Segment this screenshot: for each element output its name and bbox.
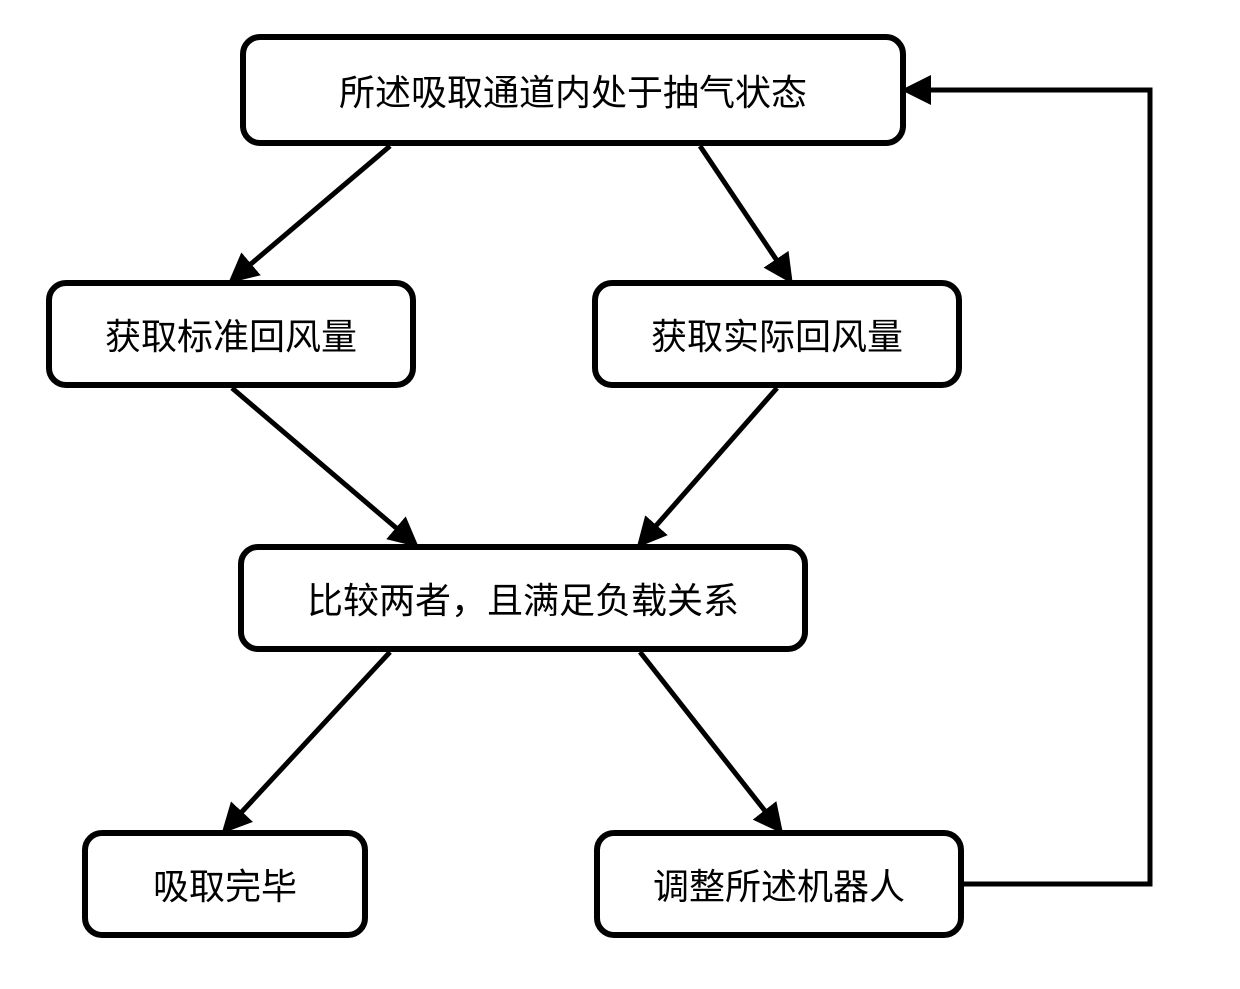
node-start-suction-state: 所述吸取通道内处于抽气状态 xyxy=(240,34,906,146)
node-get-standard-airflow: 获取标准回风量 xyxy=(46,280,416,388)
node-label: 调整所述机器人 xyxy=(653,858,905,910)
node-label: 比较两者，且满足负载关系 xyxy=(307,572,739,624)
node-label: 所述吸取通道内处于抽气状态 xyxy=(339,64,807,116)
node-label: 获取标准回风量 xyxy=(105,308,357,360)
node-label: 获取实际回风量 xyxy=(651,308,903,360)
flowchart-canvas: 所述吸取通道内处于抽气状态 获取标准回风量 获取实际回风量 比较两者，且满足负载… xyxy=(0,0,1240,989)
node-get-actual-airflow: 获取实际回风量 xyxy=(592,280,962,388)
node-suction-complete: 吸取完毕 xyxy=(82,830,368,938)
node-compare-load: 比较两者，且满足负载关系 xyxy=(238,544,808,652)
node-adjust-robot: 调整所述机器人 xyxy=(594,830,964,938)
node-label: 吸取完毕 xyxy=(153,858,297,910)
